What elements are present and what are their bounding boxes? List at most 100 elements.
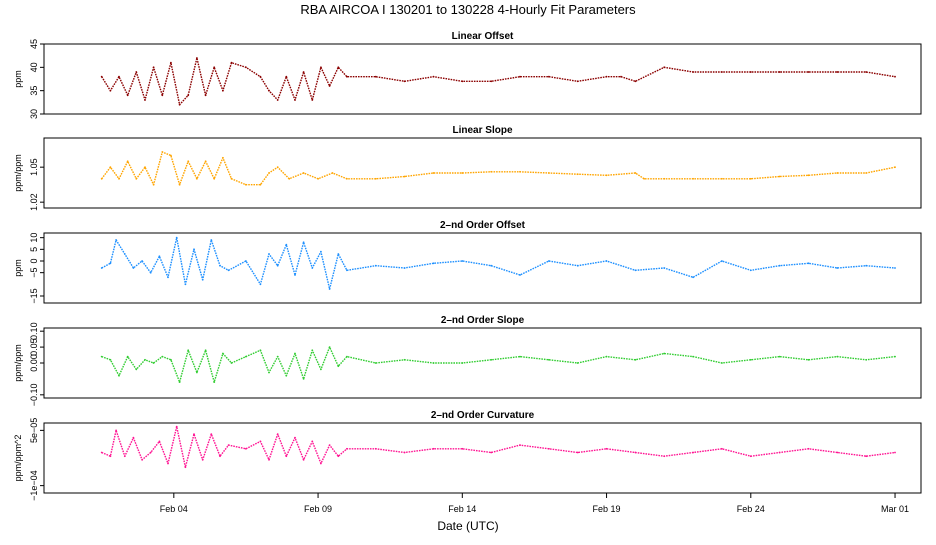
data-point (276, 166, 279, 169)
data-point (123, 253, 126, 255)
data-point (245, 355, 247, 358)
data-point (403, 267, 406, 269)
data-point (519, 444, 521, 446)
data-point (461, 447, 464, 450)
data-point (210, 239, 213, 241)
data-point (196, 177, 198, 180)
data-point (605, 355, 608, 358)
data-point (268, 89, 270, 92)
data-point (178, 103, 181, 106)
data-point (276, 264, 279, 267)
data-point (346, 355, 348, 358)
data-point (519, 170, 521, 173)
panel-3: 2–nd Order Offset ppm −15 −5 0 5 10 (13, 220, 922, 304)
data-point (576, 264, 579, 267)
data-point (302, 71, 305, 73)
data-point (692, 451, 694, 454)
y-tick-label: 0.05 (29, 338, 39, 356)
data-point (210, 433, 213, 435)
data-point (894, 75, 896, 78)
data-point (836, 451, 839, 454)
data-point (894, 451, 896, 454)
data-point (109, 455, 112, 458)
data-point (337, 455, 340, 458)
data-point (126, 160, 129, 163)
data-point (778, 71, 781, 73)
panel-title: 2–nd Order Curvature (431, 410, 535, 421)
data-point (268, 371, 270, 374)
data-point (161, 355, 164, 358)
data-point (778, 355, 781, 358)
data-point (175, 425, 178, 428)
data-point (167, 276, 169, 279)
data-point (374, 75, 377, 78)
x-tick-label: Feb 04 (160, 504, 188, 514)
data-point (149, 451, 152, 454)
data-point (100, 267, 103, 269)
y-tick-label: −15 (29, 288, 39, 303)
data-point (311, 99, 314, 101)
data-point (144, 99, 146, 101)
data-point (490, 170, 493, 173)
data-point (836, 172, 839, 174)
data-point (836, 71, 839, 73)
data-point (245, 447, 247, 450)
panel-2: Linear Slope ppm/ppm 1.02 1.05 (13, 125, 922, 211)
data-point (184, 283, 187, 286)
data-point (115, 429, 117, 432)
data-point (749, 455, 752, 458)
data-point (721, 362, 723, 364)
y-tick-label: 30 (29, 109, 39, 119)
y-axis-label: ppm (13, 259, 23, 277)
data-point (213, 66, 216, 69)
y-tick-label: 1.02 (29, 193, 39, 211)
data-point (135, 71, 138, 73)
data-point (268, 458, 270, 461)
data-point (109, 262, 112, 265)
data-point (222, 156, 224, 159)
data-point (245, 66, 247, 69)
y-tick-label: 35 (29, 86, 39, 96)
data-point (778, 264, 781, 267)
panel-title: Linear Slope (452, 125, 512, 136)
data-point (187, 349, 190, 352)
data-point (346, 447, 348, 450)
data-point (115, 239, 117, 241)
data-point (461, 80, 464, 83)
y-tick-label: −0.10 (29, 383, 39, 406)
data-point (259, 183, 262, 186)
data-point (331, 172, 334, 174)
data-point (204, 160, 207, 163)
data-point (490, 264, 493, 267)
data-point (161, 94, 164, 97)
data-point (461, 362, 464, 364)
data-point (178, 381, 181, 383)
series-line (101, 236, 896, 290)
data-point (126, 94, 129, 97)
data-point (490, 80, 493, 83)
data-point (634, 80, 637, 83)
data-point (548, 358, 550, 361)
data-point (807, 71, 810, 73)
data-point (663, 66, 666, 69)
data-point (158, 255, 161, 258)
data-point (807, 174, 810, 177)
data-point (276, 99, 279, 101)
data-point (227, 269, 230, 272)
data-point (346, 269, 348, 272)
data-point (865, 264, 868, 267)
x-tick-label: Feb 14 (448, 504, 476, 514)
data-point (213, 381, 216, 383)
data-point (490, 358, 493, 361)
data-point (692, 276, 694, 279)
data-point (432, 262, 435, 265)
data-point (432, 172, 435, 174)
data-point (245, 183, 247, 186)
data-point (807, 358, 810, 361)
data-point (721, 71, 723, 73)
data-point (187, 94, 190, 97)
data-point (109, 166, 112, 169)
data-point (576, 173, 579, 176)
panel-frame (43, 422, 922, 494)
data-point (548, 447, 550, 450)
